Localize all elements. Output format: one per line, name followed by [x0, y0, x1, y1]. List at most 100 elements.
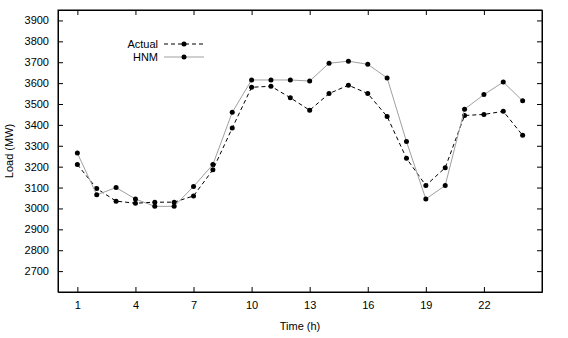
y-mirror-tick-mark [537, 271, 542, 272]
x-tick-mark [252, 287, 253, 292]
x-mirror-tick-mark [310, 10, 311, 15]
series-point [346, 83, 351, 88]
y-tick-label: 3600 [25, 77, 49, 89]
series-point [365, 62, 370, 67]
y-tick-mark [58, 250, 63, 251]
series-point [423, 197, 428, 202]
x-mirror-tick [426, 10, 427, 15]
x-mirror-tick-mark [77, 10, 78, 15]
y-tick: 2800 [25, 244, 63, 256]
x-mirror-tick [135, 10, 136, 15]
x-tick: 1 [75, 287, 81, 311]
y-mirror-tick [537, 229, 542, 230]
y-tick: 3200 [25, 161, 63, 173]
y-tick-label: 3900 [25, 14, 49, 26]
series-point [385, 75, 390, 80]
legend-marker [182, 55, 187, 60]
series-point [404, 139, 409, 144]
series-point [249, 85, 254, 90]
y-tick-mark [58, 125, 63, 126]
series-point [501, 80, 506, 85]
series-point [288, 95, 293, 100]
x-mirror-tick [368, 10, 369, 15]
y-tick-mark [58, 229, 63, 230]
x-tick: 7 [191, 287, 197, 311]
x-mirror-tick-mark [252, 10, 253, 15]
series-point [288, 77, 293, 82]
x-tick: 4 [133, 287, 139, 311]
plot: 1471013161922270028002900300031003200330… [25, 10, 543, 311]
y-tick-mark [58, 20, 63, 21]
y-mirror-tick-mark [537, 41, 542, 42]
x-tick: 10 [246, 287, 258, 311]
y-mirror-tick-mark [537, 20, 542, 21]
series-point [191, 184, 196, 189]
series-point [307, 108, 312, 113]
series-point [385, 114, 390, 119]
y-tick-label: 2800 [25, 244, 49, 256]
y-mirror-tick-mark [537, 167, 542, 168]
y-tick: 3500 [25, 98, 63, 110]
series-point [481, 92, 486, 97]
series-point [462, 107, 467, 112]
y-mirror-tick-mark [537, 62, 542, 63]
x-tick-mark [426, 287, 427, 292]
y-tick: 2700 [25, 265, 63, 277]
y-tick-label: 3800 [25, 35, 49, 47]
series-point [172, 204, 177, 209]
y-mirror-tick-mark [537, 83, 542, 84]
y-mirror-axis [537, 11, 543, 293]
y-tick-mark [58, 104, 63, 105]
y-tick-mark [58, 83, 63, 84]
x-tick-label: 13 [304, 299, 316, 311]
y-tick-mark [58, 62, 63, 63]
y-tick-label: 2900 [25, 223, 49, 235]
x-mirror-tick-mark [484, 10, 485, 15]
y-tick: 3900 [25, 14, 63, 26]
y-mirror-axis-line [542, 11, 543, 293]
y-tick: 3700 [25, 56, 63, 68]
x-tick-label: 10 [246, 299, 258, 311]
x-tick-label: 19 [420, 299, 432, 311]
y-tick-mark [58, 271, 63, 272]
series-point [365, 91, 370, 96]
x-mirror-axis [59, 10, 543, 15]
series-point [404, 156, 409, 161]
y-mirror-tick [537, 208, 542, 209]
y-tick-label: 2700 [25, 265, 49, 277]
y-mirror-tick-mark [537, 125, 542, 126]
series-point [210, 162, 215, 167]
legend-marker [182, 42, 187, 47]
y-tick: 3100 [25, 182, 63, 194]
y-mirror-tick [537, 20, 542, 21]
y-tick: 3800 [25, 35, 63, 47]
y-mirror-tick [537, 271, 542, 272]
series-point [268, 77, 273, 82]
x-tick-label: 1 [75, 299, 81, 311]
x-tick-label: 7 [191, 299, 197, 311]
y-tick-label: 3300 [25, 140, 49, 152]
x-tick: 19 [420, 287, 432, 311]
marks [75, 59, 525, 209]
series-point [75, 151, 80, 156]
chart: 1471013161922270028002900300031003200330… [0, 0, 568, 338]
legend-label: Actual [127, 38, 158, 50]
y-tick: 2900 [25, 223, 63, 235]
y-mirror-tick [537, 62, 542, 63]
y-tick-label: 3500 [25, 98, 49, 110]
series-point [114, 199, 119, 204]
y-tick-mark [58, 167, 63, 168]
y-mirror-tick [537, 41, 542, 42]
x-mirror-tick [484, 10, 485, 15]
series-point [75, 162, 80, 167]
y-tick: 3000 [25, 202, 63, 214]
y-mirror-tick-mark [537, 188, 542, 189]
y-mirror-tick-mark [537, 208, 542, 209]
series-point [191, 193, 196, 198]
x-tick-mark [368, 287, 369, 292]
y-mirror-tick [537, 125, 542, 126]
y-tick-mark [58, 146, 63, 147]
series-point [230, 110, 235, 115]
y-mirror-tick-mark [537, 250, 542, 251]
y-tick-label: 3200 [25, 161, 49, 173]
